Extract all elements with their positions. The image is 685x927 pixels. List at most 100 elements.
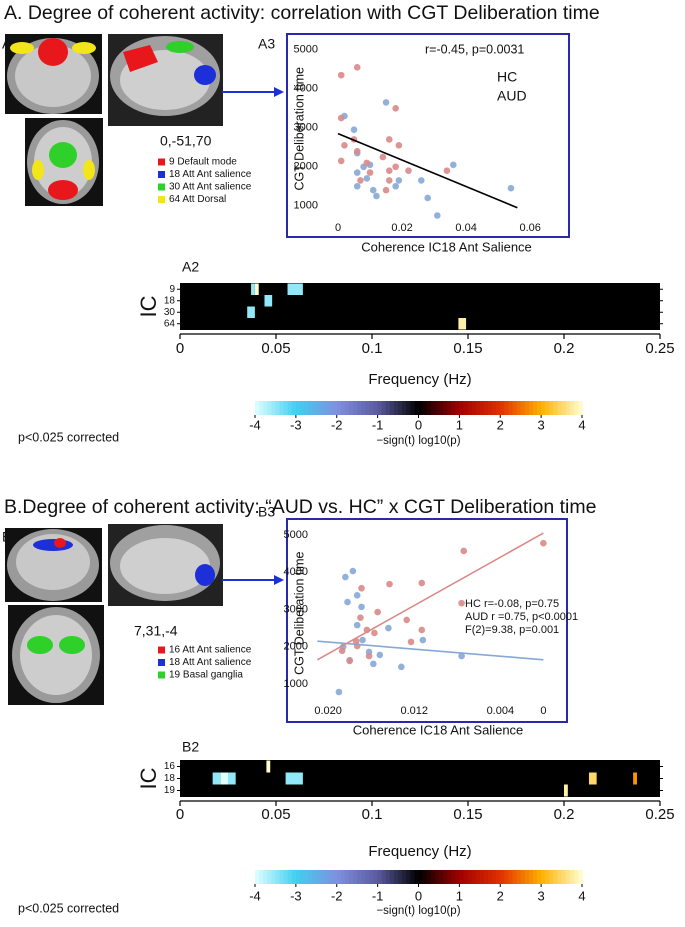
colorbar-tick-label: 1 bbox=[456, 888, 463, 903]
x-tick-label: 0 bbox=[540, 705, 546, 717]
colorbar-segment bbox=[496, 401, 501, 415]
row-label: 30 bbox=[164, 307, 176, 318]
colorbar-segment bbox=[438, 870, 444, 884]
y-tick-label: 4000 bbox=[284, 566, 308, 578]
colorbar-segment bbox=[532, 870, 538, 884]
point bbox=[382, 186, 390, 194]
colorbar-segment bbox=[316, 401, 321, 415]
y-tick-label: 2000 bbox=[294, 161, 318, 173]
legend-swatch bbox=[158, 171, 165, 178]
point bbox=[374, 608, 381, 616]
x-tick-label: 0.06 bbox=[519, 222, 540, 234]
colorbar-segment bbox=[426, 401, 432, 415]
y-tick-label: 3000 bbox=[284, 603, 308, 615]
point bbox=[385, 177, 393, 184]
colorbar-segment bbox=[304, 401, 309, 415]
x-axis-label: Frequency (Hz) bbox=[368, 371, 471, 388]
colorbar-segment bbox=[393, 401, 399, 415]
x-tick-label: 0.15 bbox=[453, 806, 482, 823]
point bbox=[433, 212, 441, 219]
colorbar-segment bbox=[475, 870, 481, 884]
colorbar-segment bbox=[569, 870, 575, 884]
colorbar-segment bbox=[410, 401, 416, 415]
colorbar-segment bbox=[320, 401, 326, 415]
colorbar-segment bbox=[508, 870, 514, 884]
point bbox=[418, 626, 426, 634]
colorbar-segment bbox=[512, 870, 518, 884]
colorbar-segment bbox=[553, 870, 559, 884]
x-axis-label: Frequency (Hz) bbox=[368, 843, 471, 860]
panel-label: B2 bbox=[182, 739, 199, 755]
colorbar-segment bbox=[304, 870, 309, 884]
colorbar-segment bbox=[459, 870, 465, 884]
colorbar-segment bbox=[324, 870, 330, 884]
heatmap-cell bbox=[254, 283, 259, 295]
legend-label: HC r=-0.08, p=0.75 bbox=[465, 598, 559, 610]
colorbar-segment bbox=[295, 870, 301, 884]
colorbar-segment bbox=[287, 401, 293, 415]
heatmap-cell bbox=[588, 772, 597, 785]
colorbar-segment bbox=[524, 401, 530, 415]
colorbar-segment bbox=[340, 870, 346, 884]
colorbar-segment bbox=[299, 870, 305, 884]
x-tick-label: 0.25 bbox=[645, 806, 674, 823]
colorbar-segment bbox=[340, 401, 346, 415]
row-label: 16 bbox=[164, 761, 176, 772]
colorbar-segment bbox=[283, 401, 289, 415]
colorbar-segment bbox=[561, 870, 567, 884]
point bbox=[346, 657, 353, 665]
colorbar-segment bbox=[414, 870, 420, 884]
colorbar-segment bbox=[332, 870, 338, 884]
y-tick-label: 5000 bbox=[294, 44, 318, 56]
colorbar-segment bbox=[549, 870, 554, 884]
point bbox=[385, 624, 392, 632]
colorbar-tick-label: -3 bbox=[290, 417, 302, 432]
heatmap-cell bbox=[564, 784, 568, 797]
point bbox=[373, 192, 380, 200]
colorbar-tick-label: -1 bbox=[372, 417, 384, 432]
colorbar-segment bbox=[344, 870, 350, 884]
colorbar-segment bbox=[324, 401, 330, 415]
heatmap-background bbox=[180, 283, 660, 330]
heatmap-cell bbox=[220, 772, 228, 785]
row-label: 9 bbox=[169, 284, 175, 295]
colorbar-segment bbox=[520, 401, 526, 415]
point bbox=[349, 567, 357, 575]
colorbar-segment bbox=[443, 401, 448, 415]
colorbar-segment bbox=[561, 401, 567, 415]
colorbar-tick-label: -2 bbox=[331, 888, 343, 903]
colorbar-segment bbox=[565, 870, 571, 884]
x-tick-label: 0 bbox=[335, 222, 341, 234]
y-tick-label: 1000 bbox=[284, 678, 308, 690]
colorbar-segment bbox=[492, 401, 497, 415]
fit-line bbox=[317, 640, 544, 661]
point bbox=[338, 647, 346, 655]
point bbox=[407, 638, 415, 646]
colorbar-segment bbox=[528, 401, 534, 415]
colorbar-segment bbox=[381, 870, 387, 884]
heatmap-cell bbox=[212, 772, 221, 785]
colorbar-segment bbox=[267, 870, 272, 884]
point bbox=[337, 71, 345, 79]
point bbox=[337, 114, 345, 122]
colorbar-segment bbox=[430, 870, 436, 884]
colorbar-segment bbox=[487, 401, 493, 415]
colorbar-segment bbox=[553, 401, 559, 415]
point bbox=[337, 157, 345, 165]
colorbar-segment bbox=[255, 401, 260, 415]
colorbar-segment bbox=[402, 401, 407, 415]
heatmap-cell bbox=[251, 283, 255, 295]
colorbar-segment bbox=[385, 401, 391, 415]
colorbar-segment bbox=[406, 870, 411, 884]
point bbox=[385, 167, 393, 174]
legend-label: AUD bbox=[497, 88, 527, 104]
brain-images bbox=[5, 518, 568, 723]
colorbar-segment bbox=[451, 870, 456, 884]
y-axis-label: IC bbox=[136, 295, 161, 317]
colorbar-tick-label: -4 bbox=[249, 888, 261, 903]
colorbar-tick-label: 2 bbox=[497, 888, 504, 903]
colorbar-segment bbox=[549, 401, 554, 415]
y-tick-label: 5000 bbox=[284, 529, 308, 541]
point bbox=[398, 663, 405, 671]
